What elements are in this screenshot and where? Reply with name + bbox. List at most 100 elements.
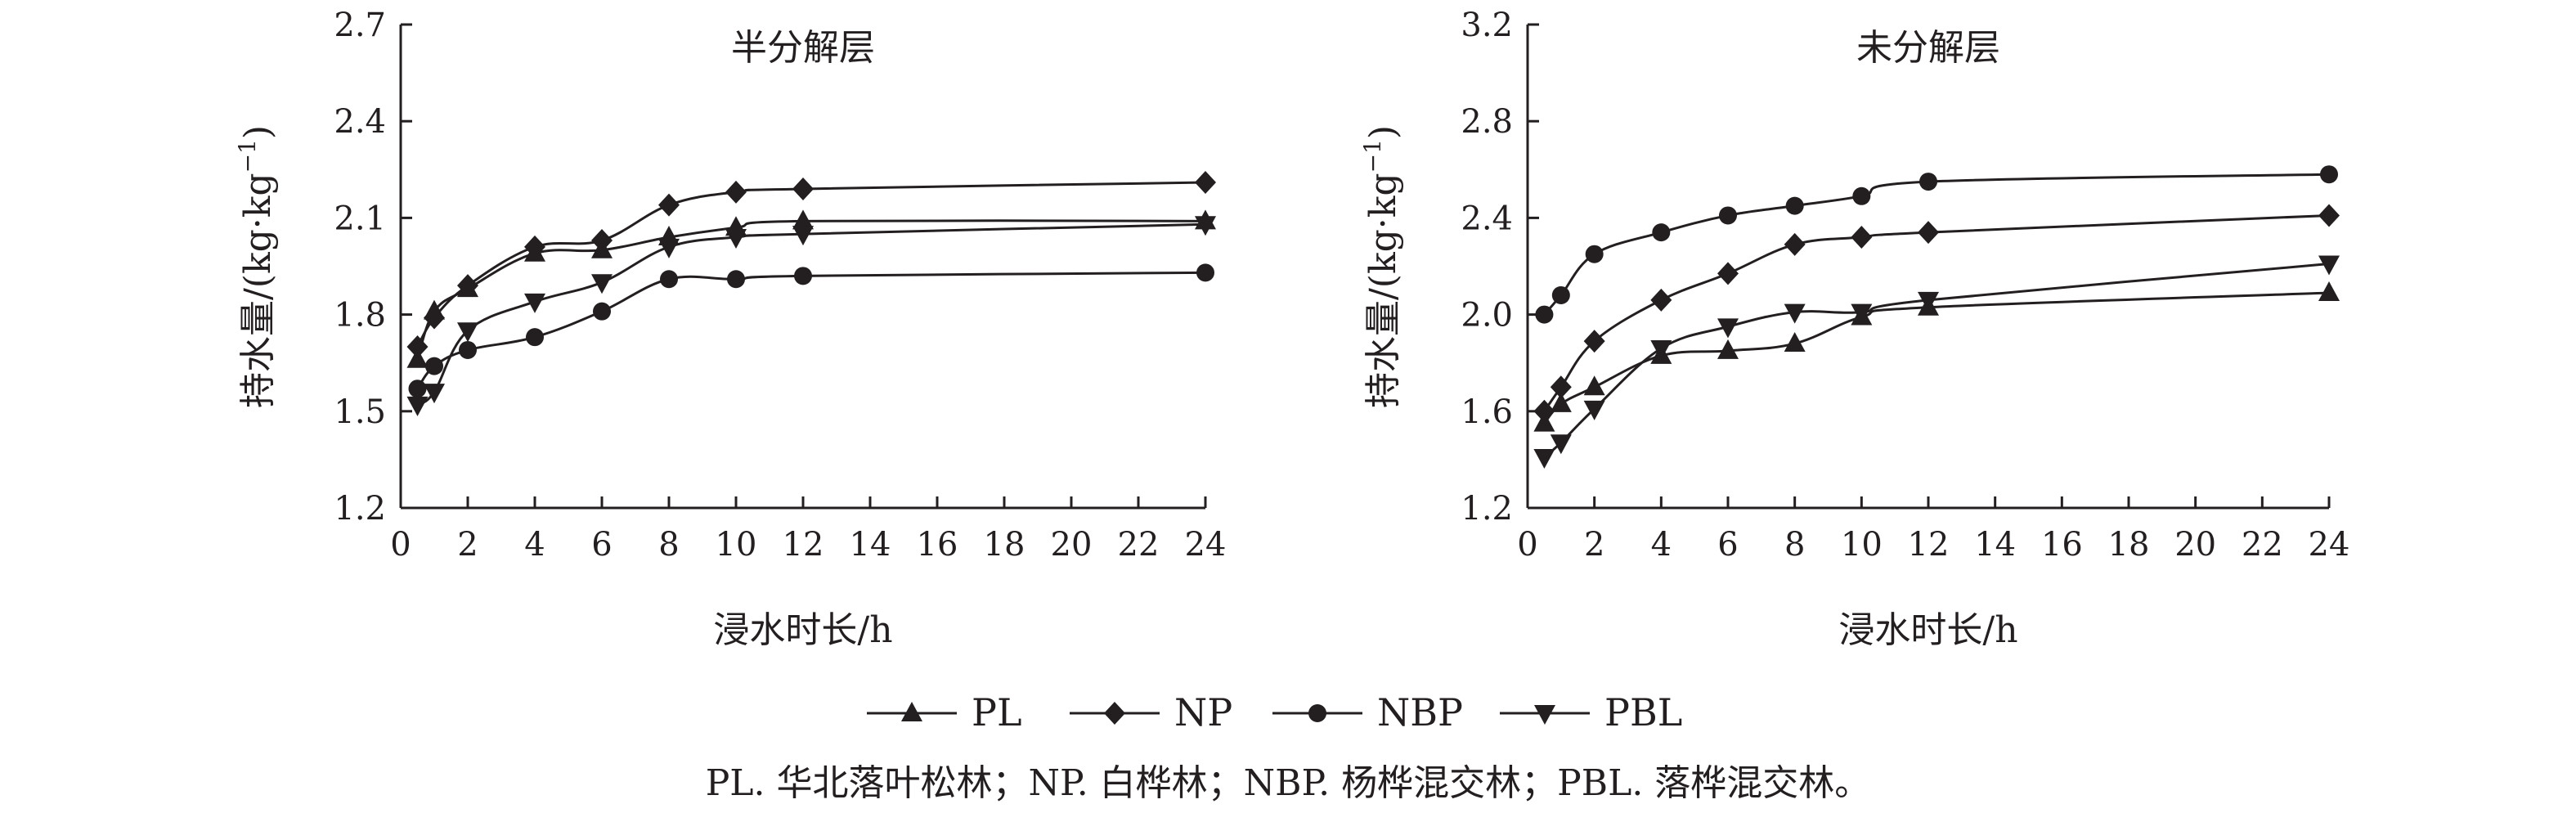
x-tick-label: 4 — [524, 526, 545, 564]
x-tick-label: 18 — [984, 526, 1025, 564]
data-point-nbp — [459, 340, 477, 359]
x-tick-label: 20 — [2174, 526, 2216, 564]
y-axis-label-sup: −1 — [234, 139, 261, 173]
x-tick-label: 22 — [2242, 526, 2283, 564]
data-point-nbp — [794, 267, 812, 285]
data-point-pl — [1550, 392, 1572, 412]
data-point-np — [1918, 221, 1939, 245]
x-axis-label: 浸水时长/h — [713, 609, 892, 651]
data-point-pl — [1717, 339, 1739, 359]
data-point-pbl — [1550, 434, 1572, 455]
y-tick-label: 1.2 — [334, 490, 386, 528]
series-line-pbl — [1543, 263, 2330, 459]
data-point-pbl — [1650, 339, 1672, 360]
data-point-pbl — [1784, 303, 1806, 324]
legend-marker-nbp — [1308, 704, 1326, 722]
legend-marker-pbl — [1534, 705, 1555, 725]
data-point-pbl — [406, 396, 429, 416]
y-ticks: 1.2 1.5 1.8 2.1 2.4 2.7 — [334, 7, 412, 528]
x-tick-label: 24 — [1185, 526, 1227, 564]
x-tick-label: 0 — [1517, 526, 1537, 564]
data-point-np — [1195, 171, 1216, 195]
data-point-pbl — [457, 322, 478, 343]
y-axis-label-main: 持水量/(kg·kg — [1362, 173, 1404, 408]
y-axis-label: 持水量/(kg·kg−1) — [234, 125, 279, 408]
x-tick-label: 18 — [2108, 526, 2150, 564]
series-layer — [1533, 165, 2340, 469]
data-point-pbl — [725, 229, 747, 249]
x-tick-label: 12 — [1908, 526, 1950, 564]
data-point-np — [2318, 204, 2340, 227]
data-point-np — [1784, 232, 1806, 256]
data-point-np — [1717, 262, 1739, 285]
data-point-nbp — [408, 380, 427, 398]
x-tick-label: 12 — [783, 526, 824, 564]
data-point-nbp — [593, 302, 611, 321]
x-tick-label: 10 — [1841, 526, 1883, 564]
x-tick-label: 6 — [591, 526, 612, 564]
x-axis-label: 浸水时长/h — [1838, 609, 2017, 651]
x-tick-label: 6 — [1717, 526, 1738, 564]
legend-marker-pl — [901, 702, 922, 721]
data-point-pbl — [2318, 255, 2340, 276]
data-point-nbp — [1852, 186, 1871, 205]
data-point-pl — [1583, 375, 1605, 396]
data-point-nbp — [1535, 305, 1554, 324]
data-point-nbp — [526, 328, 544, 347]
y-axis-label-main: 持水量/(kg·kg — [237, 173, 279, 408]
data-point-nbp — [1551, 285, 1570, 304]
legend-marker-np — [1104, 702, 1125, 725]
data-point-nbp — [1719, 206, 1737, 225]
data-point-pbl — [591, 274, 613, 294]
data-point-np — [1650, 288, 1672, 312]
data-point-pbl — [1533, 448, 1555, 469]
y-ticks: 1.2 1.6 2.0 2.4 2.8 3.2 — [1461, 7, 1539, 528]
y-axis-label-end: ) — [237, 125, 279, 139]
y-tick-label: 2.0 — [1461, 297, 1513, 335]
data-point-nbp — [1785, 196, 1804, 215]
data-point-nbp — [1196, 263, 1214, 282]
data-point-np — [524, 235, 545, 258]
data-point-np — [792, 177, 814, 200]
x-tick-label: 8 — [1784, 526, 1805, 564]
legend-label-nbp: NBP — [1377, 690, 1463, 734]
data-point-np — [1583, 330, 1605, 353]
data-point-np — [1533, 399, 1555, 423]
chart-panel-undecomposed: 1.21.62.02.42.83.2 0 2 4 6 8 10 12 14 16 18 20 22 24… — [1359, 7, 2349, 651]
chart-title: 未分解层 — [1856, 27, 2000, 69]
data-point-pbl — [1918, 291, 1939, 312]
data-point-nbp — [1652, 223, 1671, 242]
y-tick-label: 1.8 — [334, 297, 386, 335]
y-tick-label: 2.8 — [1461, 103, 1513, 141]
data-point-np — [658, 193, 680, 217]
data-point-pbl — [1717, 318, 1739, 339]
data-point-np — [424, 306, 445, 330]
data-point-nbp — [660, 270, 678, 289]
x-tick-label: 2 — [1584, 526, 1604, 564]
figure-caption: PL. 华北落叶松林；NP. 白桦林；NBP. 杨桦混交林；PBL. 落桦混交林… — [705, 762, 1871, 804]
chart-title: 半分解层 — [731, 27, 875, 69]
y-tick-label: 1.2 — [1461, 490, 1513, 528]
data-point-pbl — [1851, 303, 1873, 324]
data-point-np — [591, 228, 613, 252]
legend-label-pl: PL — [972, 690, 1022, 734]
x-tick-label: 16 — [2041, 526, 2083, 564]
y-tick-label: 2.7 — [334, 7, 386, 44]
y-tick-label: 2.1 — [334, 200, 386, 237]
series-layer — [406, 171, 1216, 416]
data-point-nbp — [1919, 173, 1937, 191]
data-point-pbl — [792, 226, 814, 246]
y-axis-label: 持水量/(kg·kg−1) — [1359, 125, 1404, 408]
data-point-pbl — [1583, 400, 1605, 420]
y-tick-label: 2.4 — [334, 103, 386, 141]
y-axis-label-end: ) — [1362, 125, 1404, 139]
legend: PL NP NBP PBL — [867, 690, 1682, 734]
x-tick-label: 4 — [1651, 526, 1672, 564]
legend-label-np: NP — [1174, 690, 1232, 734]
x-tick-label: 24 — [2309, 526, 2350, 564]
data-point-np — [1550, 375, 1572, 399]
x-tick-label: 2 — [457, 526, 478, 564]
data-point-np — [1851, 226, 1873, 249]
data-point-pbl — [424, 384, 445, 404]
series-line-np — [416, 181, 1206, 348]
